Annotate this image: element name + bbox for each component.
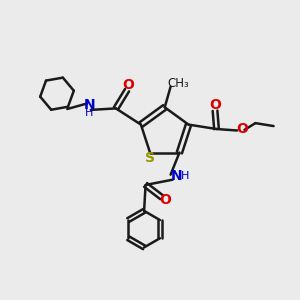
Text: S: S [145,151,155,165]
Text: O: O [236,122,248,136]
Text: N: N [171,169,182,183]
Text: H: H [85,108,94,118]
Text: H: H [181,171,189,181]
Text: O: O [159,193,171,207]
Text: O: O [209,98,221,112]
Text: N: N [84,98,95,112]
Text: O: O [122,78,134,92]
Text: CH₃: CH₃ [168,77,189,90]
